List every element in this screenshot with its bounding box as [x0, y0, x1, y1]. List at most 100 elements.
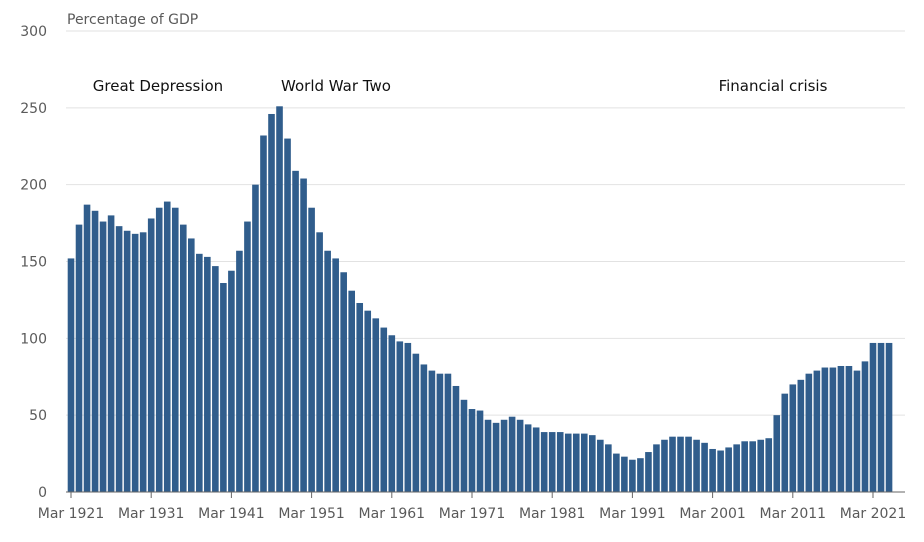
bar: [540, 432, 548, 492]
y-tick-label: 250: [20, 101, 47, 117]
bar: [332, 258, 339, 492]
bar: [789, 384, 797, 492]
bar: [171, 207, 179, 492]
bar: [212, 266, 219, 492]
bar: [396, 341, 404, 492]
bar: [115, 226, 123, 492]
bar: [236, 250, 243, 492]
bar: [204, 256, 211, 492]
bar: [188, 238, 195, 492]
bar: [436, 373, 444, 492]
bar: [388, 335, 396, 492]
bar: [444, 373, 452, 492]
bar: [412, 353, 420, 492]
y-tick-label: 100: [20, 331, 47, 347]
bar: [645, 452, 652, 492]
bar: [123, 230, 131, 492]
y-tick-label: 150: [20, 255, 47, 271]
bar: [147, 218, 155, 492]
bar: [300, 178, 307, 492]
bar: [492, 422, 500, 492]
bar: [484, 419, 492, 492]
bar: [155, 207, 163, 492]
x-tick-label: Mar 1991: [599, 506, 666, 522]
bar: [621, 456, 628, 492]
y-tick-label: 300: [20, 24, 47, 40]
annotation: World War Two: [281, 77, 391, 95]
bar: [404, 342, 412, 492]
x-tick-label: Mar 1931: [118, 506, 185, 522]
bar: [452, 385, 460, 492]
x-tick-label: Mar 2001: [679, 506, 746, 522]
bar: [709, 448, 716, 492]
bar: [372, 318, 380, 492]
bar: [139, 232, 147, 492]
bar: [67, 258, 75, 492]
bar: [380, 327, 388, 492]
bar: [829, 367, 837, 492]
bar: [532, 427, 540, 492]
bar: [717, 450, 724, 492]
bar: [196, 253, 203, 492]
bar: [508, 416, 516, 492]
bar: [468, 409, 476, 492]
bar: [845, 365, 853, 492]
bar: [75, 224, 83, 492]
bar: [805, 373, 813, 492]
bar: [179, 224, 187, 492]
bar: [276, 106, 283, 493]
bar: [629, 459, 636, 492]
bar: [292, 170, 299, 492]
bar: [589, 435, 596, 492]
bar: [476, 410, 484, 492]
bar: [260, 135, 267, 492]
bar: [597, 439, 604, 492]
x-tick-label: Mar 1961: [359, 506, 426, 522]
bar: [725, 447, 732, 492]
bar: [316, 232, 323, 492]
bar: [564, 433, 572, 492]
x-tick-label: Mar 1921: [38, 506, 105, 522]
bar: [420, 364, 428, 492]
bar: [765, 438, 773, 492]
y-tick-label: 0: [38, 485, 47, 501]
bar: [733, 444, 740, 492]
bar: [340, 272, 347, 492]
bar: [364, 310, 372, 492]
bar: [605, 444, 612, 492]
bar: [637, 458, 644, 492]
bar: [556, 432, 564, 492]
bar: [284, 138, 291, 493]
bar: [516, 419, 524, 492]
bar: [83, 204, 91, 493]
bar: [131, 233, 139, 492]
bar: [244, 221, 251, 492]
bar: [677, 436, 684, 492]
bar: [613, 453, 620, 492]
bar: [821, 367, 829, 492]
bar: [356, 302, 364, 492]
bar: [685, 436, 692, 492]
bar: [749, 441, 756, 492]
bar: [460, 399, 468, 492]
bar: [853, 370, 861, 492]
bar: [869, 342, 877, 492]
bar: [877, 342, 885, 492]
bar: [228, 270, 235, 492]
x-tick-label: Mar 1941: [198, 506, 265, 522]
bar: [797, 379, 805, 492]
bar: [580, 433, 588, 492]
bar: [548, 432, 556, 492]
bar: [107, 215, 115, 492]
bar: [813, 370, 821, 492]
x-tick-label: Mar 1981: [519, 506, 586, 522]
bar: [324, 250, 331, 492]
x-tick-label: Mar 1971: [439, 506, 506, 522]
bar: [99, 221, 107, 492]
bar: [885, 342, 893, 492]
bar: [781, 393, 789, 492]
bar: [837, 365, 845, 492]
bar: [268, 113, 275, 492]
bar: [220, 283, 227, 492]
